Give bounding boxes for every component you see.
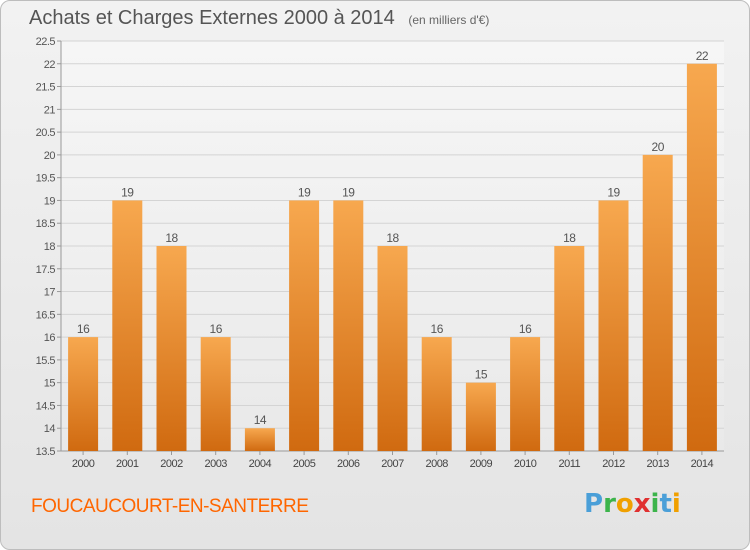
x-tick-label: 2013	[646, 458, 669, 470]
logo-letter: i	[671, 489, 681, 519]
data-label: 18	[386, 231, 399, 245]
y-tick-label: 14.5	[36, 400, 56, 412]
logo-letter: i	[650, 489, 660, 519]
x-tick-label: 2010	[514, 458, 537, 470]
bar-2009	[465, 382, 496, 451]
bar-2006	[333, 200, 364, 451]
y-tick-label: 16	[44, 332, 56, 344]
y-tick-label: 15	[44, 378, 56, 390]
data-label: 19	[121, 185, 134, 199]
data-label: 16	[210, 322, 223, 336]
bar-2001	[112, 200, 143, 451]
y-tick-label: 15.5	[36, 355, 56, 367]
y-tick-label: 19.5	[36, 173, 56, 185]
bar-2004	[244, 428, 275, 451]
data-label: 19	[342, 185, 355, 199]
bar-2011	[554, 246, 585, 451]
x-tick-label: 2012	[602, 458, 625, 470]
x-tick-label: 2004	[249, 458, 272, 470]
y-tick-label: 20.5	[36, 127, 56, 139]
x-tick-label: 2006	[337, 458, 360, 470]
x-tick-label: 2011	[558, 458, 580, 470]
data-label: 14	[254, 413, 267, 427]
commune-name: FOUCAUCOURT-EN-SANTERRE	[31, 496, 309, 517]
data-label: 22	[696, 49, 709, 63]
bar-2014	[686, 63, 717, 452]
bar-2008	[421, 337, 452, 451]
y-tick-label: 22	[44, 59, 56, 71]
data-label: 16	[519, 322, 532, 336]
x-tick-label: 2009	[470, 458, 493, 470]
proxiti-logo: Proxiti	[584, 489, 681, 519]
y-tick-label: 17	[44, 287, 56, 299]
y-tick-label: 14	[44, 423, 56, 435]
x-tick-label: 2001	[116, 458, 139, 470]
bar-2002	[156, 246, 187, 451]
y-tick-label: 21.5	[36, 82, 56, 94]
y-tick-label: 13.5	[36, 446, 56, 458]
y-tick-label: 18	[44, 241, 56, 253]
y-tick-label: 20	[44, 150, 56, 162]
bar-2010	[510, 337, 541, 451]
y-tick-label: 18.5	[36, 218, 56, 230]
bar-2012	[598, 200, 629, 451]
y-tick-label: 19	[44, 195, 56, 207]
x-tick-label: 2008	[425, 458, 448, 470]
x-tick-label: 2005	[293, 458, 316, 470]
bar-2013	[642, 154, 673, 451]
x-tick-label: 2014	[691, 458, 714, 470]
x-tick-label: 2007	[381, 458, 404, 470]
logo-letter: P	[584, 489, 604, 519]
y-tick-label: 16.5	[36, 309, 56, 321]
x-tick-label: 2002	[160, 458, 183, 470]
bar-2003	[200, 337, 231, 451]
data-label: 18	[165, 231, 178, 245]
data-label: 19	[607, 185, 620, 199]
logo-letter: o	[615, 489, 634, 519]
chart-unit-note: (en milliers d'€)	[408, 13, 490, 27]
data-label: 19	[298, 185, 311, 199]
chart-title: Achats et Charges Externes 2000 à 2014 (…	[29, 7, 489, 30]
logo-letter: t	[659, 489, 672, 519]
data-label: 18	[563, 231, 576, 245]
chart-title-text: Achats et Charges Externes 2000 à 2014	[29, 7, 395, 29]
data-label: 16	[77, 322, 90, 336]
logo-letter: r	[603, 489, 616, 519]
logo-letter: x	[633, 489, 651, 519]
bar-2007	[377, 246, 408, 451]
y-tick-label: 21	[44, 104, 56, 116]
x-tick-label: 2003	[204, 458, 227, 470]
bar-2005	[289, 200, 320, 451]
data-label: 20	[652, 140, 665, 154]
x-tick-label: 2000	[72, 458, 95, 470]
y-tick-label: 22.5	[36, 36, 56, 48]
bar-2000	[68, 337, 99, 451]
y-tick-label: 17.5	[36, 264, 56, 276]
data-label: 16	[431, 322, 444, 336]
data-label: 15	[475, 368, 488, 382]
